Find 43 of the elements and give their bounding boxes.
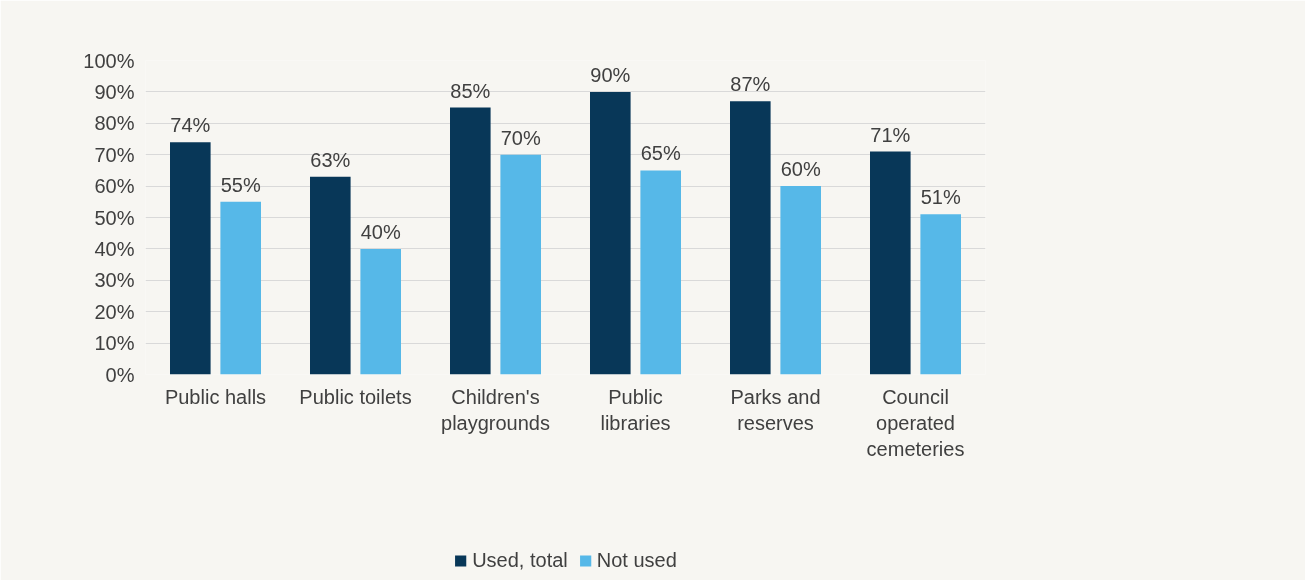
- data-label: 70%: [500, 126, 541, 149]
- legend-label: Used, total: [472, 548, 568, 572]
- bar: [870, 151, 911, 375]
- y-tick-label: 40%: [94, 237, 135, 260]
- data-label: 51%: [920, 186, 961, 209]
- x-tick-label: Parks and reserves: [730, 385, 821, 434]
- y-tick-label: 80%: [94, 112, 135, 135]
- data-label: 55%: [220, 173, 261, 196]
- bar: [450, 107, 491, 375]
- x-tick-label: Council operated cemeteries: [866, 385, 965, 461]
- x-tick-label: Public halls: [164, 385, 267, 408]
- data-label: 90%: [590, 63, 631, 86]
- x-tick-label: Children's playgrounds: [441, 385, 550, 434]
- data-label: 60%: [780, 158, 821, 181]
- bar: [590, 91, 631, 375]
- data-label: 87%: [730, 73, 771, 96]
- x-tick-label: Public toilets: [299, 385, 412, 408]
- bar: [920, 214, 961, 375]
- y-tick-label: 10%: [94, 332, 135, 355]
- y-tick-label: 100%: [83, 49, 135, 72]
- x-tick-label: Public libraries: [600, 385, 671, 434]
- y-tick-label: 50%: [94, 206, 135, 229]
- bar: [310, 176, 351, 375]
- y-tick-label: 20%: [94, 300, 135, 323]
- y-tick-label: 30%: [94, 269, 135, 292]
- bar: [640, 170, 681, 375]
- bar: [500, 154, 541, 375]
- y-tick-label: 60%: [94, 175, 135, 198]
- bar: [170, 142, 211, 375]
- y-tick-label: 70%: [94, 143, 135, 166]
- bar: [730, 101, 771, 375]
- data-label: 63%: [310, 148, 351, 171]
- y-tick-label: 90%: [94, 80, 135, 103]
- data-label: 74%: [170, 114, 211, 137]
- data-label: 40%: [360, 220, 401, 243]
- bar: [360, 248, 401, 375]
- legend-label: Not used: [596, 548, 677, 572]
- bar: [220, 201, 261, 375]
- y-tick-label: 0%: [105, 363, 135, 386]
- data-label: 65%: [640, 142, 681, 165]
- data-label: 85%: [450, 79, 491, 102]
- bar: [780, 186, 821, 375]
- data-label: 71%: [870, 123, 911, 146]
